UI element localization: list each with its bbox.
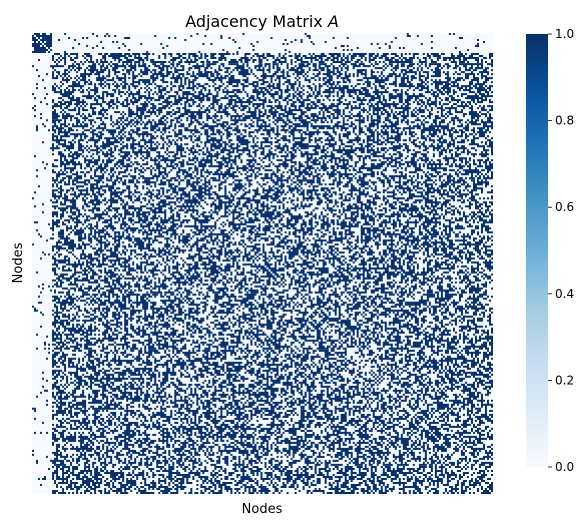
- chart-title: Adjacency Matrix A: [185, 12, 339, 31]
- heatmap-matrix: [32, 33, 493, 494]
- colorbar-tick-label: 1.0: [555, 27, 574, 41]
- colorbar-tick-label: 0.4: [555, 287, 574, 301]
- colorbar-tick-label: 0.0: [555, 460, 574, 474]
- colorbar-tick-label: 0.8: [555, 114, 574, 128]
- colorbar-gradient: [526, 34, 548, 467]
- matrix-filled-cells: [32, 33, 493, 494]
- matrix-cells: [32, 33, 493, 494]
- x-axis-label: Nodes: [242, 502, 283, 517]
- colorbar: 0.0 0.2 0.4 0.6 0.8 1.0: [526, 27, 574, 474]
- colorbar-ticks: 0.0 0.2 0.4 0.6 0.8 1.0: [548, 27, 574, 474]
- y-axis-label: Nodes: [11, 242, 26, 283]
- colorbar-tick-label: 0.6: [555, 200, 574, 214]
- colorbar-tick-label: 0.2: [555, 373, 574, 387]
